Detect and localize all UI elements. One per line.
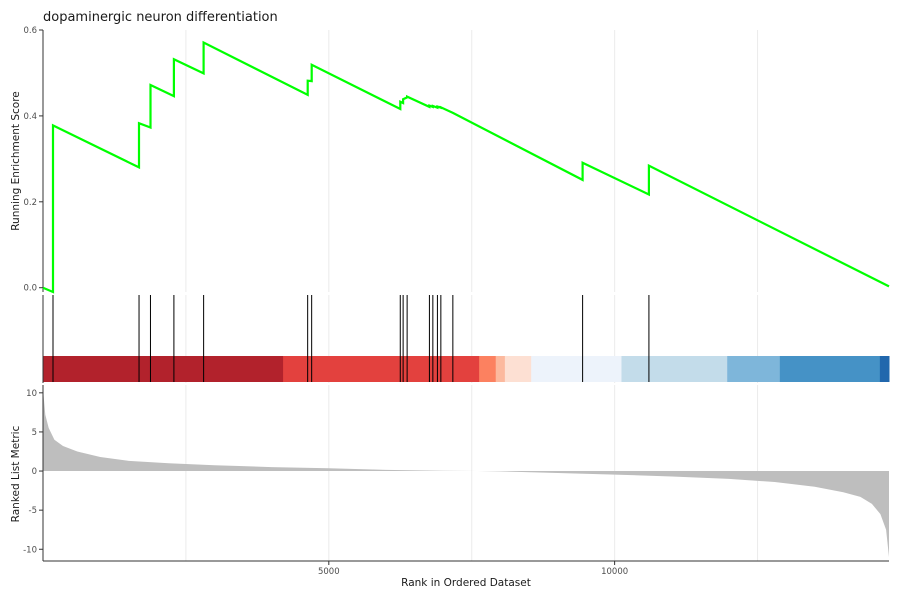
y-tick-label: 0.0: [23, 284, 37, 294]
y-tick-label: 5: [32, 428, 37, 438]
running-score-y-ticks: 0.0 0.2 0.4 0.6: [23, 26, 43, 294]
running-score-grid: [185, 30, 759, 292]
y-tick-label: 0.6: [23, 26, 37, 36]
y-tick-label: 0: [32, 467, 37, 477]
gene-hit-marks: [52, 295, 650, 382]
ranked-metric-y-ticks: 10 5 0 -5 -10: [23, 389, 43, 555]
heatmap-segment: [727, 356, 781, 382]
heatmap-segment: [479, 356, 497, 382]
y-tick-label: -10: [23, 545, 37, 555]
heatmap-segment: [779, 356, 881, 382]
heatmap-segment: [43, 356, 284, 382]
heatmap-segment: [879, 356, 890, 382]
ranked-metric-panel: 10 5 0 -5 -10 5000 10000 Ranked List Metric R…: [10, 385, 889, 589]
chart-title: dopaminergic neuron differentiation: [43, 10, 278, 25]
y-tick-label: 0.2: [23, 198, 37, 208]
heatmap-segment: [283, 356, 480, 382]
y-tick-label: 10: [26, 389, 37, 399]
ranked-metric-area: [43, 388, 889, 558]
heatmap-segment: [531, 356, 622, 382]
running-score-line: [42, 40, 890, 294]
x-ticks: 5000 10000: [318, 561, 628, 577]
running-score-panel: 0.0 0.2 0.4 0.6 Running Enrichment Score: [10, 26, 890, 294]
heatmap-segment: [495, 356, 506, 382]
rank-heatmap: [43, 356, 890, 382]
ranked-metric-y-label: Ranked List Metric: [10, 425, 22, 522]
y-tick-label: 0.4: [23, 112, 37, 122]
gene-hits-panel: [42, 295, 890, 383]
running-score-y-label: Running Enrichment Score: [10, 91, 22, 231]
x-tick-label: 5000: [318, 567, 340, 577]
y-tick-label: -5: [29, 506, 37, 516]
heatmap-segment: [504, 356, 532, 382]
x-axis-label: Rank in Ordered Dataset: [401, 577, 531, 589]
x-tick-label: 10000: [601, 567, 628, 577]
heatmap-segment: [621, 356, 728, 382]
